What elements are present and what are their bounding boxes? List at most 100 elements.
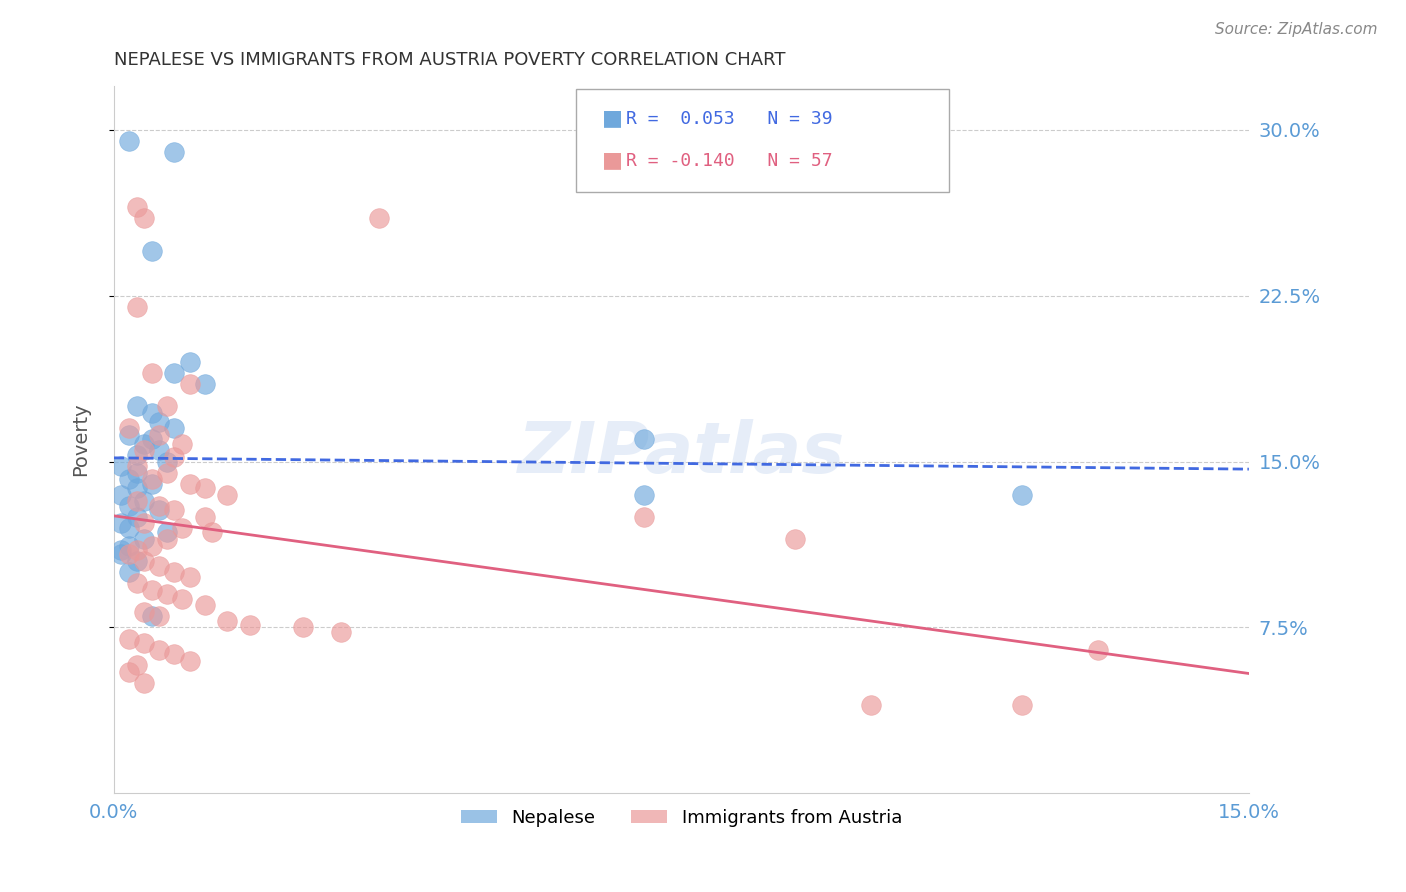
Point [118, 539, 141, 553]
Point [163, 503, 186, 517]
Point [134, 516, 156, 531]
Point [163, 647, 186, 661]
Point [1011, 698, 1033, 712]
Point [156, 454, 179, 468]
Point [125, 576, 148, 591]
Point [163, 145, 186, 159]
Point [125, 481, 148, 495]
Point [110, 488, 132, 502]
Point [141, 406, 163, 420]
Point [118, 521, 141, 535]
Point [125, 658, 148, 673]
Point [125, 554, 148, 568]
Point [194, 377, 217, 392]
Point [633, 488, 655, 502]
Point [179, 476, 201, 491]
Text: ■: ■ [602, 151, 623, 170]
Point [134, 211, 156, 226]
Point [125, 466, 148, 480]
Text: ZIPatlas: ZIPatlas [517, 419, 845, 488]
Point [194, 599, 217, 613]
Text: R = -0.140   N = 57: R = -0.140 N = 57 [626, 152, 832, 169]
Point [110, 516, 132, 531]
Point [141, 582, 163, 597]
Point [148, 642, 170, 657]
Point [110, 548, 132, 562]
Point [118, 565, 141, 579]
Point [1011, 488, 1033, 502]
Point [170, 591, 193, 606]
Point [194, 481, 217, 495]
Point [194, 509, 217, 524]
Text: Source: ZipAtlas.com: Source: ZipAtlas.com [1215, 22, 1378, 37]
Point [217, 488, 239, 502]
Point [125, 458, 148, 473]
Point [156, 525, 179, 540]
Point [125, 494, 148, 508]
Point [148, 499, 170, 513]
Point [170, 437, 193, 451]
Point [141, 476, 163, 491]
Point [141, 472, 163, 486]
Point [163, 421, 186, 435]
Point [179, 654, 201, 668]
Point [633, 433, 655, 447]
Y-axis label: Poverty: Poverty [72, 402, 90, 476]
Point [110, 543, 132, 558]
Point [118, 134, 141, 148]
Point [156, 466, 179, 480]
Text: NEPALESE VS IMMIGRANTS FROM AUSTRIA POVERTY CORRELATION CHART: NEPALESE VS IMMIGRANTS FROM AUSTRIA POVE… [114, 51, 786, 69]
Point [141, 539, 163, 553]
Point [134, 554, 156, 568]
Point [141, 433, 163, 447]
Point [118, 472, 141, 486]
Point [125, 200, 148, 214]
Point [125, 448, 148, 462]
Point [148, 609, 170, 624]
Point [163, 565, 186, 579]
Point [134, 532, 156, 546]
Point [163, 366, 186, 380]
Point [148, 558, 170, 573]
Point [217, 614, 239, 628]
Point [134, 494, 156, 508]
Point [125, 509, 148, 524]
Point [110, 458, 132, 473]
Point [783, 532, 806, 546]
Point [118, 632, 141, 646]
Point [148, 415, 170, 429]
Point [134, 437, 156, 451]
Point [118, 548, 141, 562]
Point [329, 624, 352, 639]
Point [163, 450, 186, 464]
Point [179, 377, 201, 392]
Point [134, 443, 156, 458]
Point [156, 399, 179, 413]
Point [179, 569, 201, 583]
Point [859, 698, 882, 712]
Legend: Nepalese, Immigrants from Austria: Nepalese, Immigrants from Austria [453, 801, 910, 834]
Point [367, 211, 389, 226]
Point [118, 421, 141, 435]
Point [134, 636, 156, 650]
Point [170, 521, 193, 535]
Point [156, 532, 179, 546]
Point [156, 587, 179, 601]
Point [148, 503, 170, 517]
Point [141, 366, 163, 380]
Point [292, 620, 315, 634]
Point [1087, 642, 1109, 657]
Point [118, 665, 141, 679]
Point [239, 618, 262, 632]
Point [118, 428, 141, 442]
Point [125, 300, 148, 314]
Point [148, 443, 170, 458]
Point [148, 428, 170, 442]
Text: R =  0.053   N = 39: R = 0.053 N = 39 [626, 110, 832, 128]
Point [134, 605, 156, 619]
Text: ■: ■ [602, 109, 623, 128]
Point [134, 675, 156, 690]
Point [141, 244, 163, 259]
Point [201, 525, 224, 540]
Point [125, 543, 148, 558]
